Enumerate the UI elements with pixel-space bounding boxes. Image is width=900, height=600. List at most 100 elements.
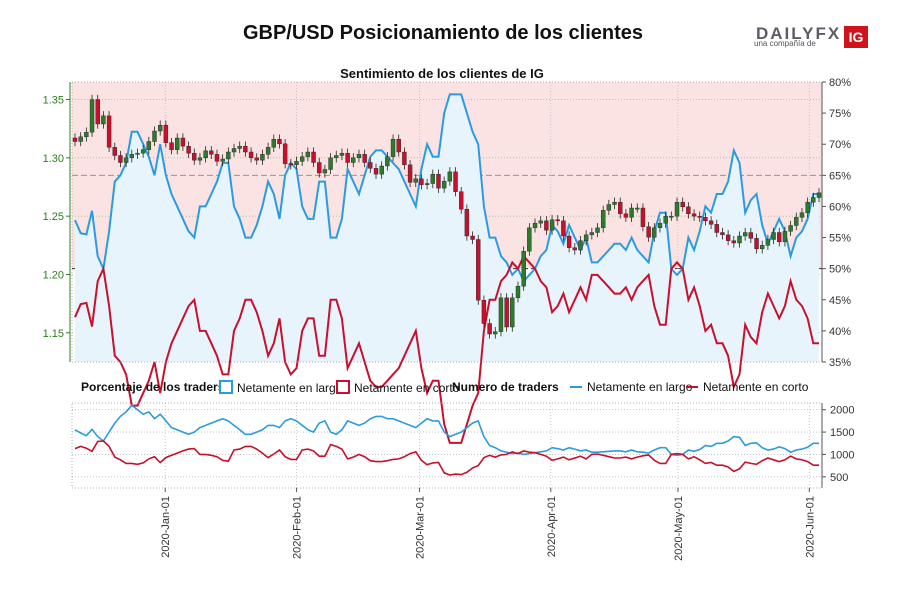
- candle-body: [260, 154, 265, 161]
- candle-body: [555, 219, 560, 222]
- candle-body: [214, 154, 220, 162]
- candle-body: [799, 212, 805, 218]
- candle-body: [697, 215, 702, 218]
- candle-body: [544, 220, 549, 231]
- pct-tick-label: 35%: [829, 357, 851, 369]
- candle-body: [78, 136, 83, 142]
- candle-body: [720, 232, 725, 236]
- date-tick-label: 2020-Apr-01: [546, 496, 558, 557]
- candle-body: [521, 250, 526, 287]
- candle-body: [794, 217, 799, 226]
- candle-body: [782, 231, 788, 243]
- candle-body: [237, 145, 242, 149]
- candle-body: [748, 232, 754, 239]
- candle-body: [504, 297, 509, 328]
- candle-body: [623, 213, 629, 218]
- candle-body: [447, 171, 453, 182]
- candle-body: [197, 157, 203, 161]
- candle-body: [146, 141, 152, 150]
- candle-body: [248, 151, 254, 159]
- candle-body: [243, 145, 248, 153]
- dailyfx-logo: DAILYFX una compañía de IG: [752, 24, 870, 50]
- candle-body: [339, 152, 345, 156]
- legend-pct-short-label: Netamente en corto: [354, 381, 460, 395]
- candle-body: [282, 143, 288, 164]
- candle-body: [254, 157, 259, 161]
- candle-body: [470, 235, 475, 240]
- candle-body: [436, 173, 441, 189]
- candle-body: [680, 201, 685, 208]
- candle-body: [731, 240, 737, 244]
- pct-tick-label: 75%: [829, 108, 851, 120]
- candle-body: [89, 99, 95, 133]
- price-tick-label: 1.25: [43, 211, 64, 223]
- date-tick-label: 2020-Feb-01: [292, 496, 304, 559]
- candle-body: [657, 222, 663, 229]
- pct-tick-label: 55%: [829, 233, 851, 245]
- logo-text: DAILYFX: [756, 24, 842, 43]
- ig-badge-icon: IG: [844, 26, 868, 48]
- candle-body: [498, 297, 504, 332]
- pct-tick-label: 65%: [829, 170, 851, 182]
- candle-body: [385, 156, 390, 167]
- candle-body: [356, 154, 362, 159]
- pct-tick-label: 70%: [829, 139, 851, 151]
- candle-body: [180, 137, 186, 147]
- date-tick-label: 2020-May-01: [673, 496, 685, 561]
- candle-body: [368, 162, 373, 169]
- legend-count-long: Netamente en largo: [570, 380, 692, 394]
- candle-body: [317, 162, 322, 174]
- candle-body: [226, 151, 231, 160]
- candle-body: [135, 152, 140, 155]
- candle-body: [566, 235, 572, 248]
- candle-body: [532, 222, 538, 229]
- long-pct-line: [74, 93, 819, 283]
- candle-body: [686, 206, 691, 215]
- count-tick-label: 2000: [830, 405, 854, 417]
- candle-body: [476, 239, 481, 301]
- legend-long-box-icon: [219, 380, 233, 394]
- candle-body: [674, 201, 680, 217]
- candle-body: [299, 156, 305, 162]
- candle-body: [373, 168, 379, 175]
- candle-body: [549, 219, 555, 231]
- candle-body: [220, 158, 225, 162]
- candle-body: [106, 115, 112, 148]
- candle-body: [527, 227, 532, 252]
- count-tick-label: 1500: [830, 427, 854, 439]
- pct-tick-label: 60%: [829, 201, 851, 213]
- candle-body: [561, 220, 566, 237]
- candle-body: [737, 235, 742, 244]
- candle-body: [277, 138, 282, 145]
- candle-body: [669, 215, 674, 218]
- candle-body: [487, 323, 492, 335]
- candle-body: [322, 169, 328, 174]
- pct-tick-label: 45%: [829, 295, 851, 307]
- candle-body: [430, 173, 436, 184]
- candle-body: [777, 232, 782, 243]
- candle-body: [725, 234, 731, 241]
- candle-body: [203, 150, 208, 159]
- candle-body: [140, 149, 146, 154]
- legend-pct-long: Netamente en largo: [219, 380, 342, 395]
- candle-body: [95, 99, 100, 125]
- candle-body: [209, 150, 214, 155]
- page-title: GBP/USD Posicionamiento de los clientes: [242, 22, 644, 44]
- candle-body: [152, 130, 157, 142]
- candle-body: [453, 171, 458, 192]
- candle-body: [157, 124, 163, 132]
- candle-body: [606, 204, 612, 211]
- candle-body: [231, 148, 237, 153]
- pct-tick-label: 80%: [829, 77, 851, 89]
- candle-body: [175, 137, 180, 150]
- legend-pct-long-label: Netamente en largo: [237, 381, 343, 395]
- legend-count-title: Numero de traders: [452, 380, 559, 394]
- candle-body: [691, 213, 697, 217]
- candle-body: [589, 232, 595, 236]
- candle-body: [328, 157, 333, 170]
- short-count-line: [74, 440, 819, 476]
- candle-body: [742, 232, 748, 237]
- candle-body: [788, 225, 793, 232]
- candle-body: [663, 215, 668, 224]
